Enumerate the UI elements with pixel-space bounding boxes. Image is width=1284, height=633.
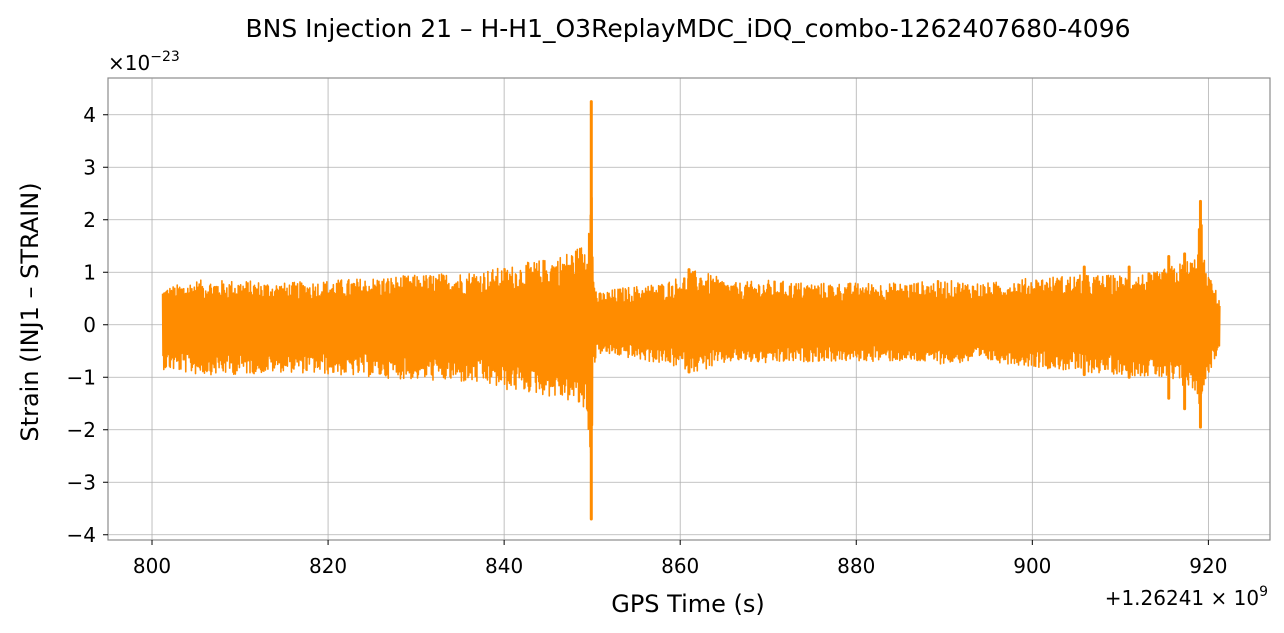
- x-tick-label: 840: [485, 554, 523, 578]
- x-tick-label: 900: [1013, 554, 1051, 578]
- y-tick-label: 0: [83, 313, 96, 337]
- y-tick-label: −3: [67, 470, 96, 494]
- y-scale-base: ×10: [108, 51, 150, 75]
- x-tick-label: 860: [661, 554, 699, 578]
- plot-frame: [107, 77, 1271, 541]
- y-tick-label: 1: [83, 260, 96, 284]
- x-tick-label: 800: [133, 554, 171, 578]
- x-tick-label: 880: [837, 554, 875, 578]
- x-tick-label: 820: [309, 554, 347, 578]
- x-axis-label: GPS Time (s): [611, 590, 765, 618]
- y-axis-label: Strain (INJ1 – STRAIN): [16, 182, 44, 441]
- x-offset-base: +1.26241 × 10: [1105, 586, 1259, 610]
- y-tick-label: −1: [67, 365, 96, 389]
- y-tick-label: −2: [67, 418, 96, 442]
- x-tick-label: 920: [1189, 554, 1227, 578]
- x-offset-label: +1.26241 × 109: [1105, 584, 1268, 610]
- tick-group: 800 820 840 860 880 900 920 4 3 2 1 0 −1 −2 −3 −4: [67, 103, 1228, 578]
- strain-series-line: [161, 196, 1221, 454]
- y-tick-label: 4: [83, 103, 96, 127]
- x-offset-exponent: 9: [1259, 584, 1268, 600]
- series-group: [161, 100, 1221, 521]
- y-scale-exponent: −23: [150, 49, 180, 65]
- y-tick-label: 2: [83, 208, 96, 232]
- y-tick-label: −4: [67, 523, 96, 547]
- chart-title: BNS Injection 21 – H-H1_O3ReplayMDC_iDQ_…: [245, 14, 1130, 43]
- y-scale-label: ×10−23: [108, 49, 180, 75]
- y-tick-label: 3: [83, 155, 96, 179]
